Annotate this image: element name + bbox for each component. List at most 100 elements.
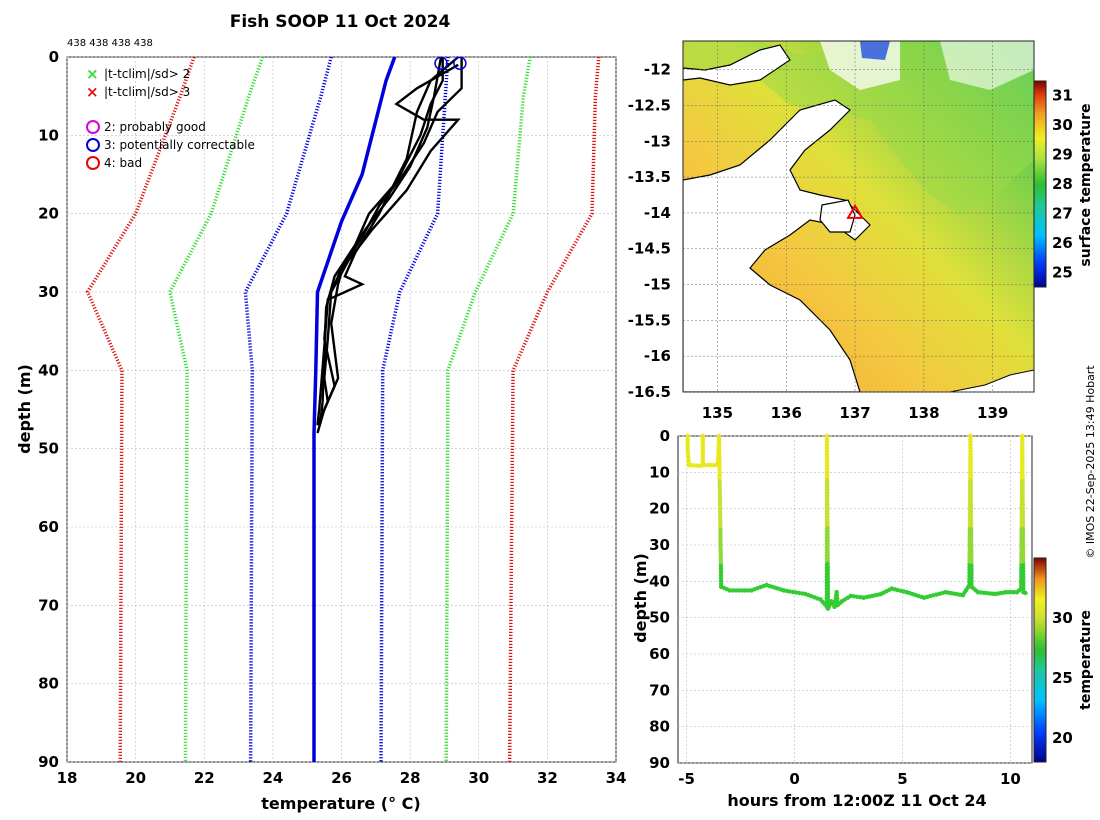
dt-ytick-label: 0	[660, 427, 670, 445]
sst-colorbar-tick-label: 31	[1052, 87, 1073, 105]
map-grid	[683, 41, 1034, 393]
track-point	[969, 539, 974, 544]
track-point	[968, 460, 973, 466]
map-lon-label: 135	[702, 404, 733, 422]
sst-colorbar-tick-label: 28	[1052, 175, 1073, 193]
profile-xlabel: temperature (° C)	[261, 794, 420, 813]
dt-ytick-label: 60	[649, 645, 670, 663]
profile-ytick-label: 50	[38, 440, 59, 458]
track-point	[834, 593, 840, 598]
ship-position-icon	[846, 203, 864, 219]
depth-time-grid	[678, 435, 1032, 764]
profile-ytick-label: 30	[38, 283, 59, 301]
map-lon-label: 138	[908, 404, 939, 422]
legend-sd3-icon: ×	[86, 83, 99, 101]
track-point	[717, 503, 723, 508]
dt-xtick-label: 0	[789, 770, 799, 788]
dt-ytick-label: 80	[649, 718, 670, 736]
profile-xtick-label: 32	[537, 769, 558, 787]
series--2-sd	[444, 56, 532, 763]
track-point	[743, 588, 748, 593]
depth-time-ticks: -5 0 5 10 0 10 20 30 40 50 60 70 80 90	[649, 427, 1021, 788]
profile-chart: 18 20 22 24 26 28 30 32 34 0 10 20 30 40 50 60 70 80 90 te…	[15, 48, 626, 813]
map-lat-label: -12.5	[628, 96, 671, 114]
temperature-colorbar-tick-label: 25	[1052, 669, 1073, 687]
figure-title: Fish SOOP 11 Oct 2024	[230, 12, 451, 32]
temperature-colorbar-ticks: 20 25 30	[1052, 609, 1073, 747]
map-lat-label: -15.5	[628, 311, 671, 329]
profile-xtick-label: 20	[125, 769, 146, 787]
sst-colorbar-tick-label: 30	[1052, 116, 1073, 134]
series-profile-4	[316, 56, 443, 434]
profile-ytick-label: 20	[38, 205, 59, 223]
track-point	[968, 442, 973, 448]
cold-patch	[860, 41, 890, 60]
depth-time-ylabel: depth (m)	[631, 553, 650, 643]
map-lat-label: -14.5	[628, 240, 671, 258]
track-point	[834, 590, 839, 595]
map-lat-label: -12	[644, 61, 671, 79]
sst-colorbar-label: surface temperature	[1078, 103, 1094, 266]
dt-xtick-label: -5	[678, 770, 695, 788]
track-point	[1020, 532, 1026, 538]
map-lat-label: -15	[644, 276, 671, 294]
land-south	[949, 369, 1034, 392]
legend-bad-label: 4: bad	[104, 156, 142, 170]
map-lon-label: 136	[771, 404, 802, 422]
track-point	[718, 560, 723, 565]
dt-xtick-label: 5	[897, 770, 907, 788]
temperature-colorbar-tick-label: 30	[1052, 609, 1073, 627]
profile-ytick-label: 80	[38, 675, 59, 693]
map-lat-label: -13	[644, 132, 671, 150]
legend-bad-icon	[86, 156, 100, 170]
profile-xtick-label: 24	[262, 769, 283, 787]
track-point	[739, 588, 745, 593]
track-point	[703, 462, 708, 468]
dt-ytick-label: 90	[649, 754, 670, 772]
track-point	[717, 458, 722, 463]
map-lat-label: -14	[644, 204, 671, 222]
profile-xtick-label: 22	[194, 769, 215, 787]
sst-colorbar-ticks: 25 26 27 28 29 30 31	[1052, 87, 1073, 282]
island	[819, 199, 856, 233]
track-point	[835, 596, 840, 601]
track-point	[855, 594, 860, 599]
profile-xtick-label: 30	[468, 769, 489, 787]
series--1-sd	[243, 56, 333, 763]
profile-xtick-label: 28	[400, 769, 421, 787]
legend-sd3-label: |t-tclim|/sd> 3	[104, 85, 190, 99]
dt-xtick-label: 10	[1000, 770, 1021, 788]
temperature-colorbar-label: temperature	[1078, 610, 1094, 710]
dt-ytick-label: 70	[649, 681, 670, 699]
dt-ytick-label: 50	[649, 609, 670, 627]
series--3-sd	[507, 56, 601, 763]
series-profile-3	[316, 63, 461, 426]
track-point	[968, 518, 974, 523]
depth-time-track	[685, 433, 1028, 611]
sst-cool-region	[683, 41, 1034, 215]
map-lat-label: -13.5	[628, 168, 671, 186]
dt-ytick-label: 10	[649, 463, 670, 481]
profile-xtick-label: 18	[57, 769, 78, 787]
profile-ytick-label: 70	[38, 596, 59, 614]
legend-correctable-label: 3: potentially correctable	[104, 138, 255, 152]
temperature-colorbar	[1033, 557, 1047, 763]
sst-colorbar-tick-label: 25	[1052, 263, 1073, 281]
series--1-sd	[379, 56, 450, 763]
series-clim-mean	[312, 56, 397, 762]
legend-correctable-icon	[86, 138, 100, 152]
profile-series	[85, 56, 601, 763]
profile-grid	[66, 56, 617, 763]
track-point	[968, 500, 974, 505]
sst-colorbar-tick-label: 29	[1052, 146, 1073, 164]
profile-ylabel: depth (m)	[15, 364, 34, 454]
qc-marker-icon	[434, 56, 448, 71]
series-profile-5	[319, 56, 459, 418]
track-point	[746, 588, 751, 593]
track-point	[727, 588, 732, 593]
map-lat-label: -16.5	[628, 383, 671, 401]
track-point	[1023, 590, 1028, 596]
profile-ytick-label: 10	[38, 126, 59, 144]
sst-colorbar-tick-label: 26	[1052, 234, 1073, 252]
depth-time-chart: -5 0 5 10 0 10 20 30 40 50 60 70 80 90 hours from 12:…	[631, 427, 1094, 810]
